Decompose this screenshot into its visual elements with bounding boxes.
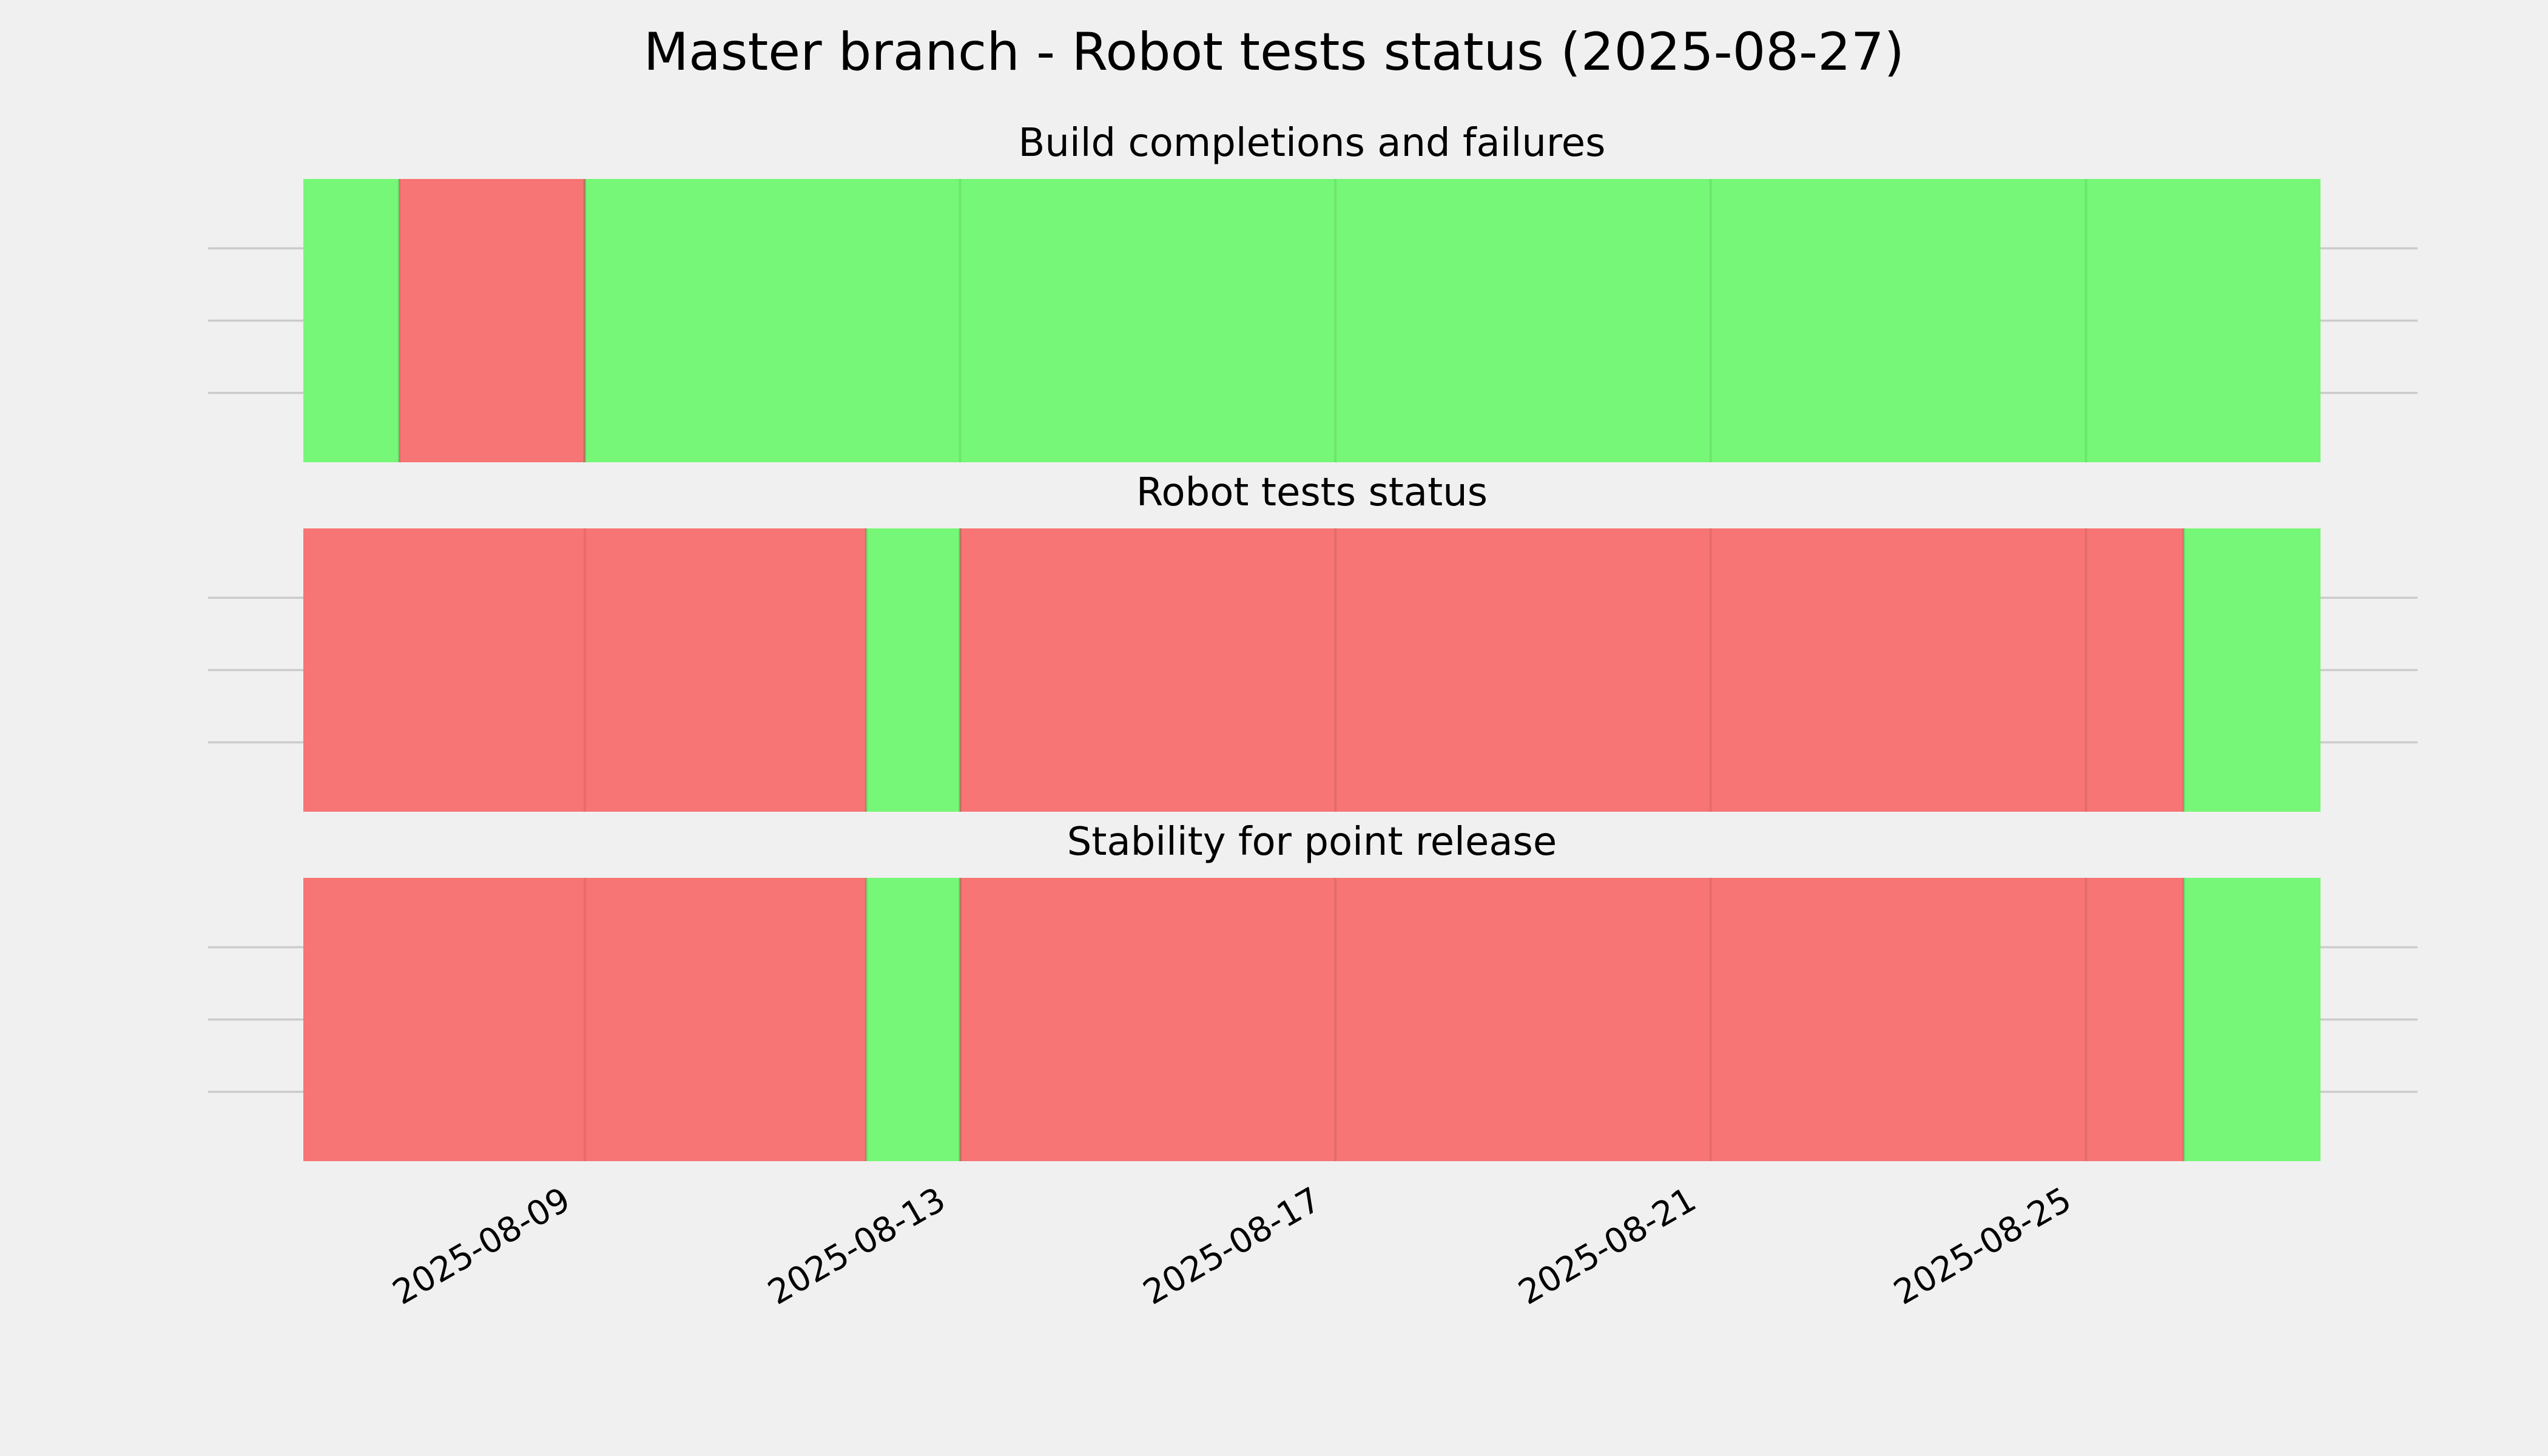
x-tick-label: 2025-08-25 bbox=[1887, 1180, 2078, 1313]
status-segment-fail bbox=[303, 528, 866, 812]
status-segment-pass bbox=[866, 878, 960, 1161]
chart-title: Master branch - Robot tests status (2025… bbox=[644, 22, 1904, 83]
status-segment-fail bbox=[960, 878, 2184, 1161]
status-segment-fail bbox=[303, 878, 866, 1161]
panel-3: Stability for point release 2025-08-09 202… bbox=[208, 820, 2418, 1313]
x-tick-label: 2025-08-09 bbox=[386, 1180, 577, 1313]
status-segment-pass bbox=[866, 528, 960, 812]
status-segment-fail bbox=[399, 179, 585, 462]
status-segment-pass bbox=[303, 179, 399, 462]
x-tick-label: 2025-08-21 bbox=[1512, 1180, 1702, 1313]
status-segment-pass bbox=[2183, 878, 2320, 1161]
panel-2: Robot tests status bbox=[208, 470, 2418, 812]
status-segment-pass bbox=[584, 179, 2320, 462]
status-segment-pass bbox=[2183, 528, 2320, 812]
panel-1: Build completions and failures bbox=[208, 121, 2418, 462]
status-segment-fail bbox=[960, 528, 2184, 812]
x-tick-label: 2025-08-13 bbox=[761, 1180, 952, 1313]
x-tick-label: 2025-08-17 bbox=[1137, 1180, 1327, 1313]
panel-title: Build completions and failures bbox=[1019, 121, 1606, 166]
panel-title: Robot tests status bbox=[1136, 470, 1488, 515]
panel-title: Stability for point release bbox=[1067, 820, 1557, 864]
